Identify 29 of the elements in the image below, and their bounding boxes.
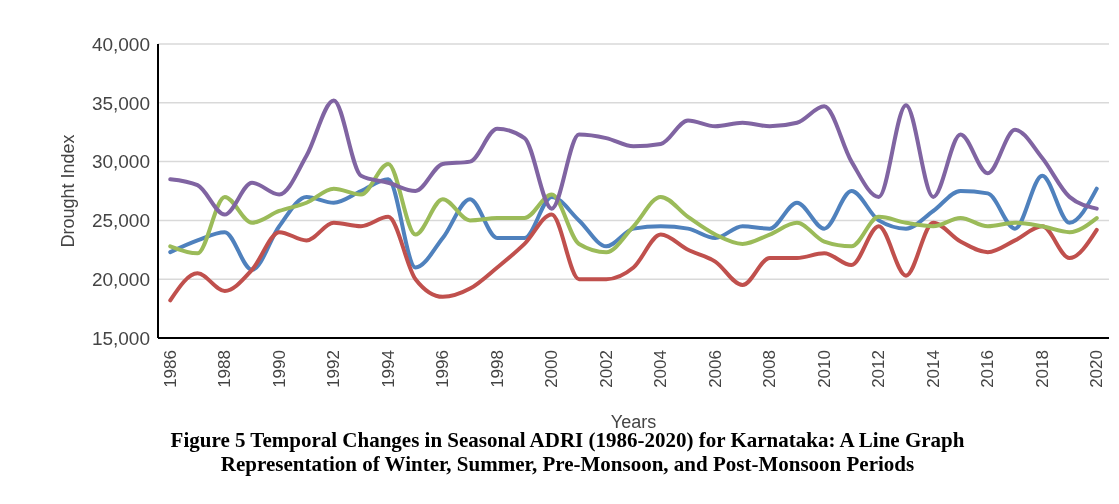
x-tick-label: 2020 <box>1087 350 1107 388</box>
x-tick-label: 1998 <box>487 350 507 388</box>
x-tick-label: 2002 <box>596 350 616 388</box>
x-tick-label: 1988 <box>215 350 235 388</box>
x-tick-label: 2018 <box>1032 350 1052 388</box>
x-tick-label: 2006 <box>705 350 725 388</box>
y-tick-label: 40,000 <box>91 33 150 55</box>
y-tick-label: 20,000 <box>91 268 150 290</box>
line-series <box>168 161 1099 256</box>
x-tick-label: 2012 <box>869 350 889 388</box>
x-tick-label: 1992 <box>324 350 344 388</box>
y-tick-label: 30,000 <box>91 151 150 173</box>
line-series <box>168 173 1099 272</box>
x-tick-label: 1986 <box>160 350 180 388</box>
line-series <box>168 98 1099 217</box>
x-tick-label: 2000 <box>542 350 562 388</box>
x-tick-label: 2008 <box>760 350 780 388</box>
line-series <box>168 212 1099 303</box>
y-tick-label: 25,000 <box>91 210 150 232</box>
x-tick-label: 2004 <box>651 350 671 388</box>
x-tick-label: 1990 <box>269 350 289 388</box>
x-tick-label: 1994 <box>378 350 398 388</box>
y-tick-label: 35,000 <box>91 92 150 114</box>
x-tick-label: 2010 <box>814 350 834 388</box>
x-tick-label: 1996 <box>433 350 453 388</box>
y-tick-label: 15,000 <box>91 327 150 349</box>
x-tick-label: 2014 <box>923 350 943 388</box>
x-tick-label: 2016 <box>978 350 998 388</box>
y-axis-title: Drought Index <box>58 134 79 248</box>
